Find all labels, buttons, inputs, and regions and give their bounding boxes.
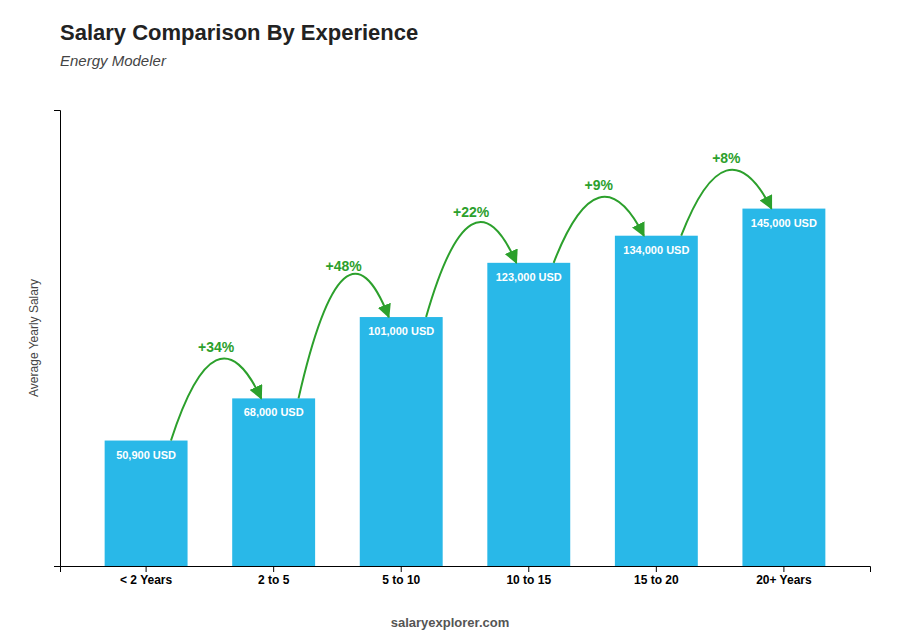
- x-tick-label: 5 to 10: [382, 573, 420, 587]
- data-labels: 50,900 USD 68,000 USD 101,000 USD 123,000 U…: [116, 217, 817, 461]
- x-tick-label: 20+ Years: [756, 573, 812, 587]
- change-label: +9%: [585, 177, 614, 193]
- x-tick-mark: [146, 566, 147, 572]
- x-tick-mark: [656, 566, 657, 572]
- y-axis-title: Average Yearly Salary: [27, 279, 41, 397]
- change-label: +8%: [712, 150, 741, 166]
- change-label: +34%: [198, 339, 235, 355]
- data-label: 50,900 USD: [116, 449, 176, 461]
- x-tick: 5 to 10: [382, 566, 420, 587]
- y-axis-line: [54, 111, 61, 567]
- x-tick: < 2 Years: [120, 566, 172, 587]
- x-tick: 10 to 15: [506, 566, 551, 587]
- x-axis-line: [61, 567, 871, 573]
- change-arrow: [426, 222, 516, 317]
- bar: [232, 398, 315, 566]
- change-arrow: [681, 170, 771, 236]
- plot-area: [105, 209, 826, 566]
- x-tick-label: 2 to 5: [258, 573, 290, 587]
- x-tick: 15 to 20: [634, 566, 679, 587]
- title: Salary Comparison By Experience: [60, 20, 418, 45]
- data-label: 101,000 USD: [368, 325, 434, 337]
- change-arrow: [554, 197, 644, 263]
- x-tick-mark: [273, 566, 274, 572]
- chart-svg: Salary Comparison By Experience Energy Mo…: [0, 0, 900, 641]
- data-label: 145,000 USD: [751, 217, 817, 229]
- x-tick-label: 15 to 20: [634, 573, 679, 587]
- x-tick-mark: [401, 566, 402, 572]
- data-label: 134,000 USD: [623, 244, 689, 256]
- change-arrow: [299, 274, 389, 399]
- change-label: +22%: [453, 204, 490, 220]
- data-label: 123,000 USD: [496, 271, 562, 283]
- annotations: +34% +48% +22% +9% +8%: [171, 150, 771, 441]
- bar: [105, 441, 188, 566]
- x-tick: 20+ Years: [756, 566, 812, 587]
- subtitle: Energy Modeler: [60, 52, 167, 69]
- y-axis: [54, 111, 61, 567]
- change-arrow: [171, 359, 261, 441]
- bar: [615, 236, 698, 566]
- x-tick-mark: [783, 566, 784, 572]
- bar: [360, 317, 443, 566]
- x-tick-mark: [528, 566, 529, 572]
- chart-container: Salary Comparison By Experience Energy Mo…: [0, 0, 900, 641]
- x-tick-label: 10 to 15: [506, 573, 551, 587]
- x-tick-label: < 2 Years: [120, 573, 172, 587]
- x-tick: 2 to 5: [258, 566, 290, 587]
- x-axis: < 2 Years 2 to 5 5 to 10 10 to 15 15 to 20 20…: [61, 566, 871, 587]
- bar: [742, 209, 825, 566]
- bar: [487, 263, 570, 566]
- footer: salaryexplorer.com: [391, 615, 510, 630]
- data-label: 68,000 USD: [244, 406, 304, 418]
- change-label: +48%: [326, 258, 363, 274]
